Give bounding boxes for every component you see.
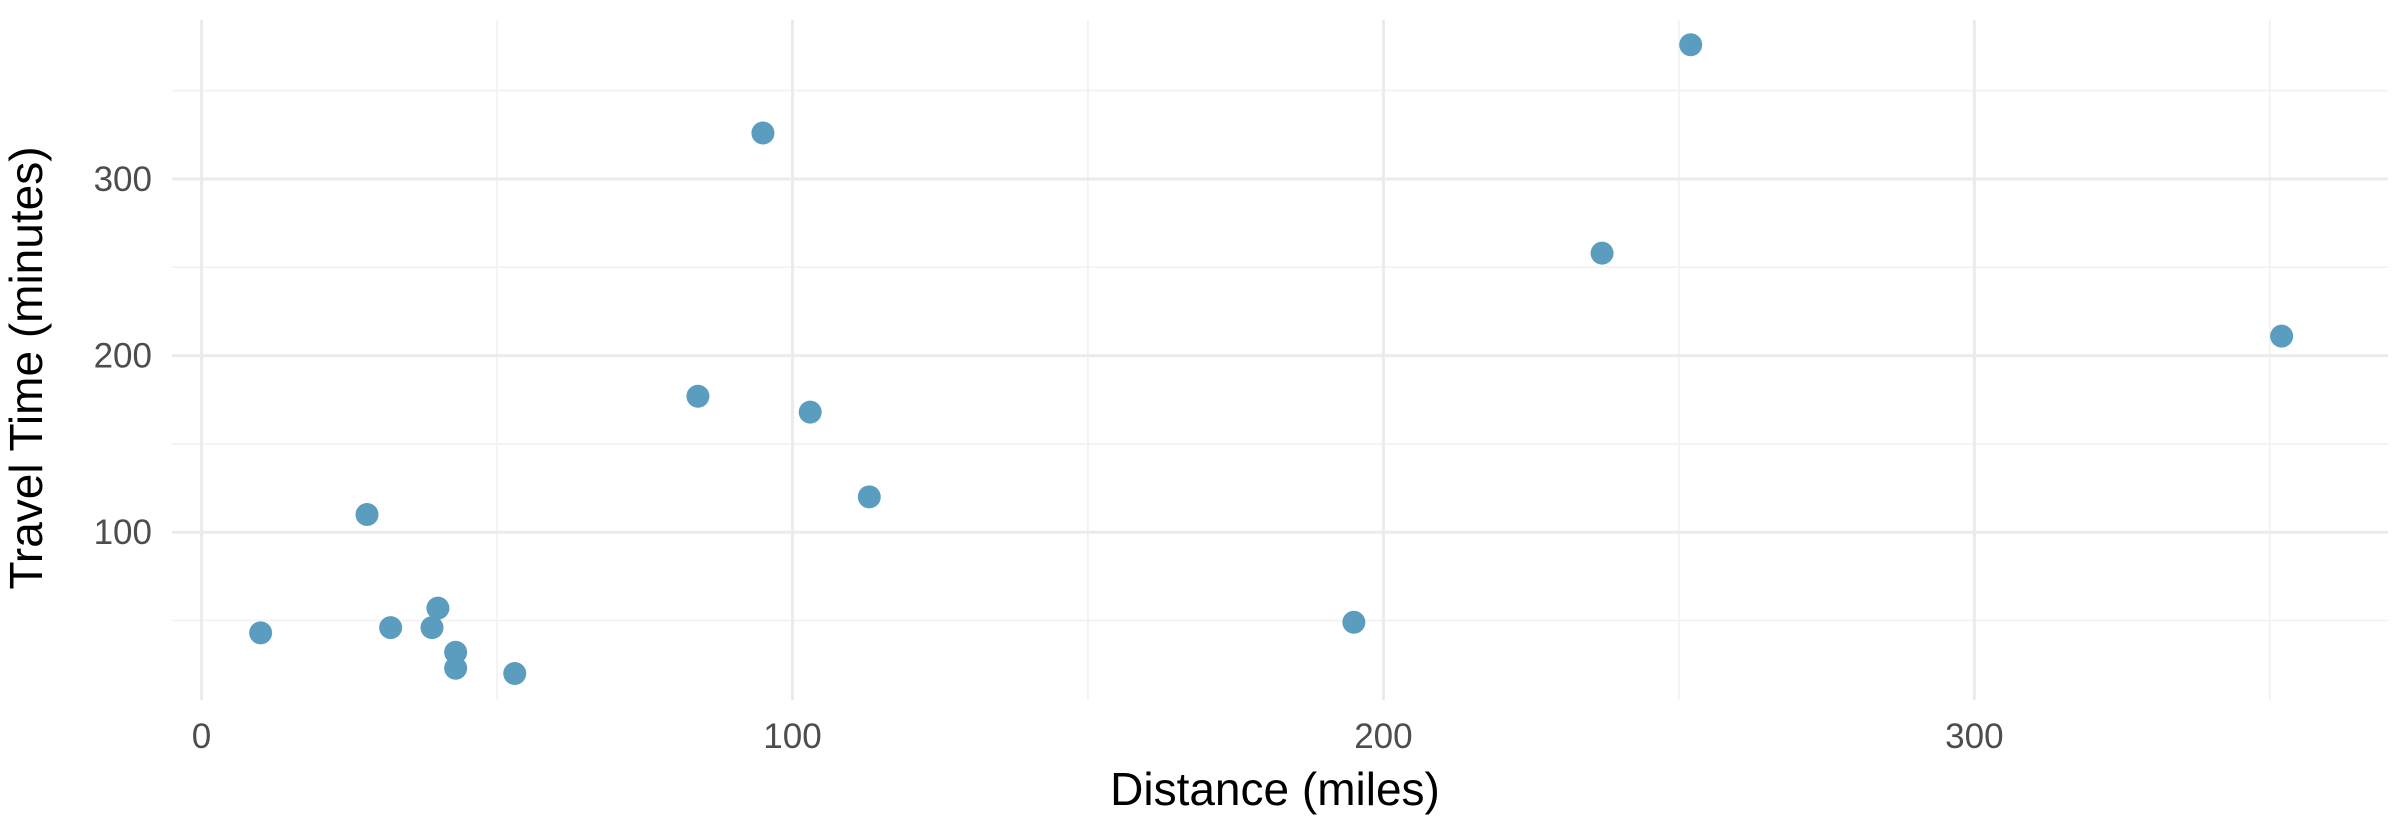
data-point xyxy=(1679,33,1703,57)
data-point xyxy=(1590,241,1614,265)
data-point xyxy=(751,121,775,145)
y-axis-title: Travel Time (minutes) xyxy=(0,146,52,589)
data-point xyxy=(798,400,822,424)
y-tick-labels: 100 200 300 xyxy=(94,160,152,552)
data-point xyxy=(249,621,273,645)
data-point xyxy=(857,485,881,509)
data-point xyxy=(2270,324,2294,348)
data-point xyxy=(426,596,450,620)
x-tick-label: 100 xyxy=(763,717,821,756)
data-point xyxy=(355,503,379,527)
x-axis-title: Distance (miles) xyxy=(1110,763,1440,815)
y-tick-label: 200 xyxy=(94,337,152,376)
y-tick-label: 100 xyxy=(94,513,152,552)
x-tick-labels: 0 100 200 300 xyxy=(192,717,2004,756)
data-point xyxy=(379,616,403,640)
data-points xyxy=(249,33,2294,686)
data-point xyxy=(420,616,444,640)
x-tick-label: 0 xyxy=(192,717,211,756)
x-tick-label: 300 xyxy=(1945,717,2003,756)
data-point xyxy=(503,662,527,686)
x-tick-label: 200 xyxy=(1354,717,1412,756)
data-point xyxy=(686,384,710,408)
minor-gridlines xyxy=(172,20,2388,700)
major-gridlines xyxy=(172,20,2388,700)
data-point xyxy=(444,656,468,680)
data-point xyxy=(444,640,468,664)
y-tick-label: 300 xyxy=(94,160,152,199)
data-point xyxy=(1342,610,1366,634)
